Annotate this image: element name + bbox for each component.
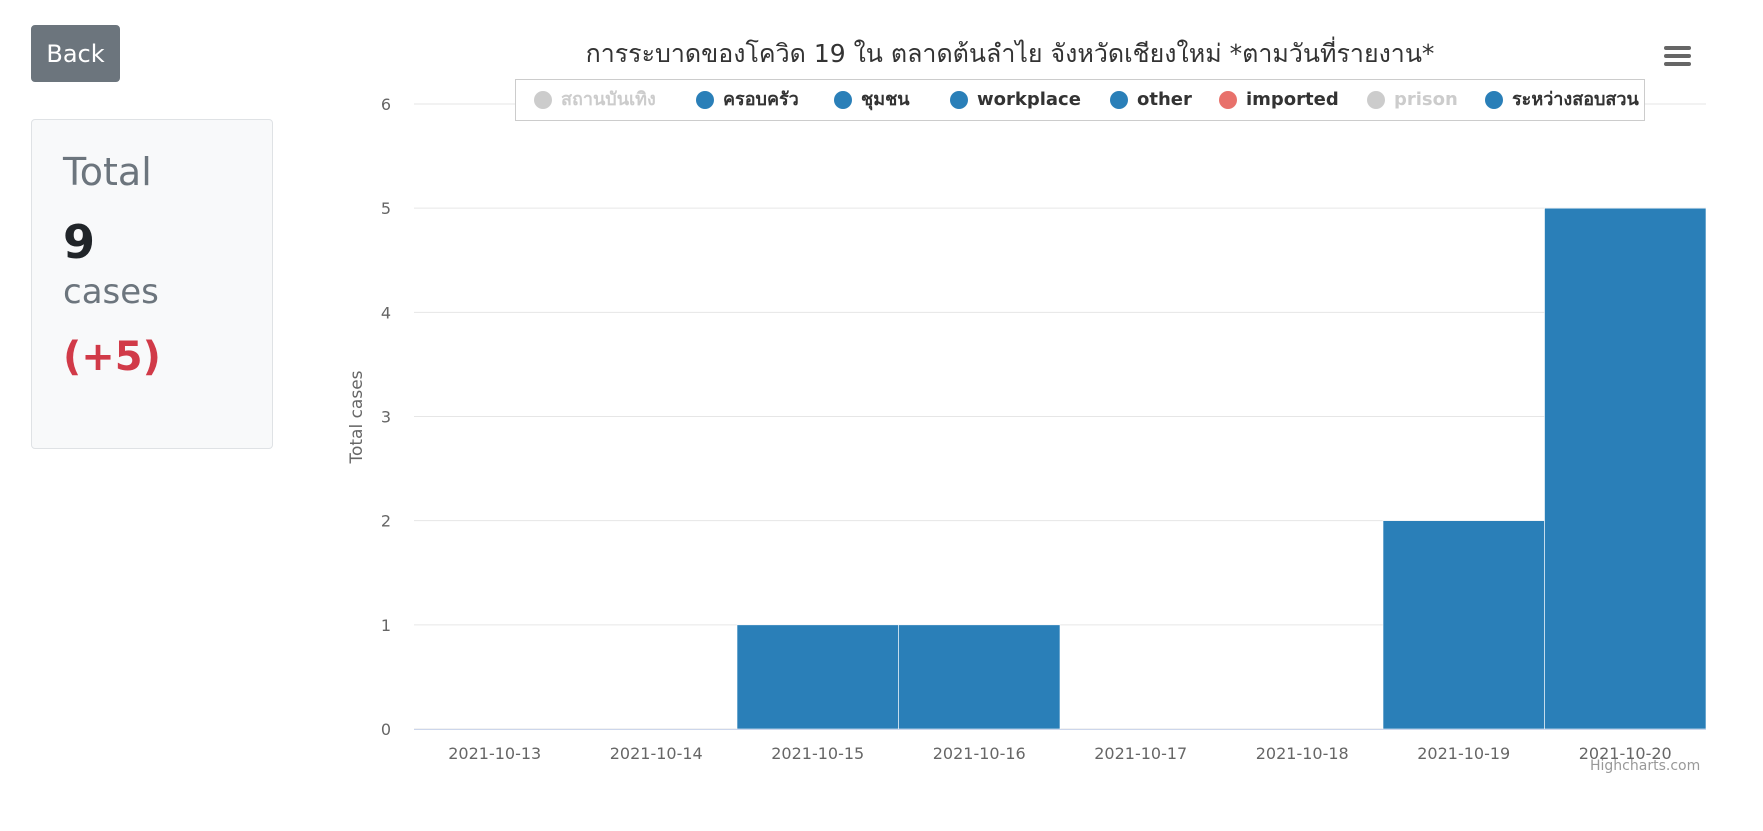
x-tick-label: 2021-10-20 [1579, 744, 1672, 763]
legend-marker [1367, 91, 1385, 109]
legend-marker [534, 91, 552, 109]
highcharts-credits[interactable]: Highcharts.com [1590, 758, 1701, 774]
bar [736, 624, 899, 730]
bar [1544, 207, 1707, 730]
total-label: Total [63, 150, 152, 194]
legend-marker [1219, 91, 1237, 109]
total-card: Total 9 cases (+5) [31, 119, 273, 449]
bar [1382, 520, 1545, 730]
legend-label: imported [1246, 89, 1339, 110]
x-tick-label: 2021-10-15 [771, 744, 864, 763]
back-button[interactable]: Back [31, 25, 120, 82]
x-tick-label: 2021-10-14 [610, 744, 703, 763]
x-tick-label: 2021-10-19 [1417, 744, 1510, 763]
x-tick-label: 2021-10-17 [1094, 744, 1187, 763]
legend-label: ชุมชน [861, 89, 910, 110]
y-tick-label: 5 [381, 199, 391, 218]
legend-label: prison [1394, 89, 1458, 110]
legend-marker [950, 91, 968, 109]
total-delta: (+5) [63, 334, 161, 380]
legend-label: สถานบันเทิง [561, 89, 656, 110]
y-tick-label: 6 [381, 95, 391, 114]
y-tick-label: 4 [381, 303, 391, 322]
legend-marker [1110, 91, 1128, 109]
y-tick-label: 0 [381, 720, 391, 739]
legend-marker [696, 91, 714, 109]
legend-label: other [1137, 89, 1192, 110]
legend-label: ระหว่างสอบสวน [1512, 89, 1639, 110]
legend-marker [834, 91, 852, 109]
x-tick-label: 2021-10-13 [448, 744, 541, 763]
y-tick-label: 1 [381, 616, 391, 635]
total-value: 9 [63, 215, 96, 269]
hamburger-menu-icon[interactable] [1664, 46, 1691, 68]
x-tick-label: 2021-10-16 [933, 744, 1026, 763]
total-unit: cases [63, 272, 159, 312]
legend-label: ครอบครัว [723, 89, 799, 110]
y-axis-title: Total cases [347, 370, 367, 464]
legend-marker [1485, 91, 1503, 109]
legend-label: workplace [977, 89, 1081, 110]
y-tick-label: 2 [381, 512, 391, 531]
x-tick-label: 2021-10-18 [1256, 744, 1349, 763]
y-tick-label: 3 [381, 408, 391, 427]
chart-title: การระบาดของโควิด 19 ใน ตลาดต้นลำไย จังหว… [585, 39, 1435, 68]
bar [898, 624, 1061, 730]
chart-legend: สถานบันเทิง ครอบครัว ชุมชน workplace other im… [515, 79, 1645, 121]
